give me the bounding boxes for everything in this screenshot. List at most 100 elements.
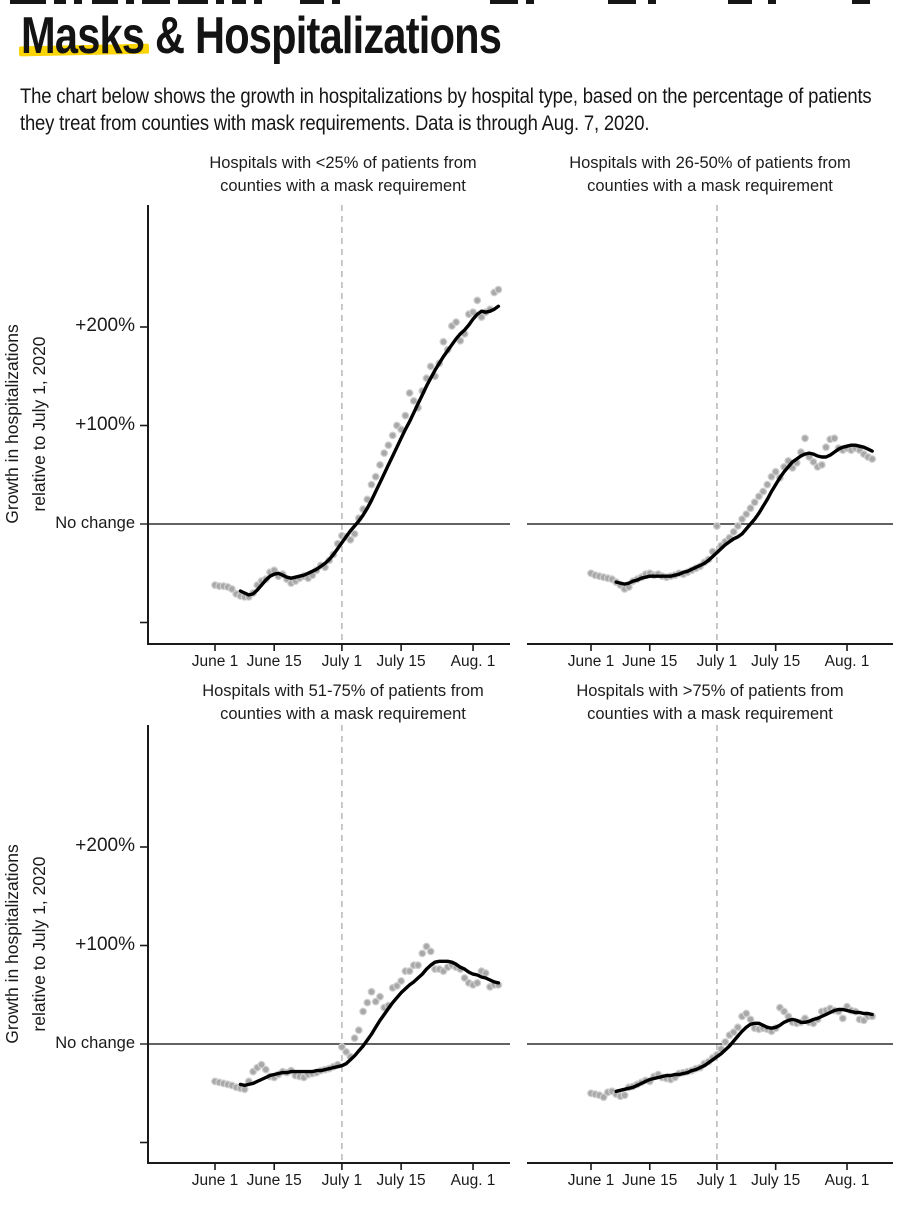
- cropped-glyph: [178, 0, 208, 4]
- scatter-point: [426, 947, 435, 956]
- scatter-point: [354, 1026, 363, 1035]
- scatter-point: [734, 522, 742, 530]
- scatter-point: [767, 472, 776, 481]
- scatter-point: [868, 455, 877, 463]
- x-tick-label: June 1: [567, 1172, 615, 1189]
- scatter-point: [473, 979, 482, 987]
- scatter-point: [261, 1065, 270, 1074]
- cropped-glyph: [74, 0, 82, 4]
- x-tick-label: Aug. 1: [450, 653, 496, 670]
- scatter-point: [721, 1038, 730, 1046]
- x-tick-label: June 1: [191, 1172, 239, 1189]
- panel-title: Hospitals with >75% of patients from coun…: [520, 680, 900, 726]
- panel-title: Hospitals with <25% of patients from coun…: [153, 152, 533, 198]
- scatter-point: [371, 472, 380, 481]
- x-tick-label: June 15: [622, 1172, 678, 1189]
- scatter-point: [481, 969, 490, 977]
- scatter-point: [830, 434, 839, 443]
- cropped-glyph: [254, 0, 262, 4]
- y-axis-title: Growth in hospitalizations relative to Ju…: [0, 804, 55, 1084]
- scatter-point: [376, 461, 384, 469]
- cropped-glyph: [92, 0, 118, 4]
- scatter-point: [713, 522, 721, 530]
- x-tick-label: Aug. 1: [824, 653, 870, 670]
- scatter-point: [729, 528, 738, 536]
- scatter-point: [422, 942, 431, 951]
- page-title: Masks & Hospitalizations: [21, 7, 502, 65]
- cropped-glyph: [332, 0, 340, 4]
- x-tick-label: July 1: [696, 1172, 738, 1189]
- scatter-point: [257, 1060, 266, 1069]
- x-tick-label: July 15: [376, 653, 426, 670]
- scatter-point: [405, 389, 414, 397]
- trend-line: [238, 959, 501, 1088]
- scatter-point: [359, 1007, 368, 1016]
- cropped-glyph: [10, 0, 46, 4]
- cropped-glyph: [54, 0, 66, 4]
- scatter-point: [397, 977, 406, 985]
- scatter-point: [477, 313, 486, 322]
- scatter-point: [367, 480, 376, 489]
- scatter-point: [801, 434, 809, 443]
- panel-title-line-1: Hospitals with 26-50% of patients from: [569, 154, 851, 172]
- panel-title-line-2: counties with a mask requirement: [587, 177, 833, 195]
- scatter-point: [405, 967, 414, 975]
- scatter-point: [227, 585, 236, 593]
- panel-title-line-2: counties with a mask requirement: [587, 705, 833, 723]
- x-tick-label: June 15: [246, 1172, 302, 1189]
- x-tick-label: Aug. 1: [450, 1172, 496, 1189]
- scatter-point: [350, 1034, 359, 1042]
- scatter-point: [426, 362, 435, 371]
- scatter-point: [380, 449, 389, 458]
- scatter-point: [473, 296, 482, 305]
- cropped-glyph: [648, 0, 656, 4]
- scatter-point: [771, 467, 780, 476]
- panel-title-line-2: counties with a mask requirement: [220, 177, 466, 195]
- scatter-point: [755, 492, 763, 501]
- y-tick-label: No change: [55, 1034, 135, 1052]
- panel-title-line-2: counties with a mask requirement: [220, 705, 466, 723]
- x-tick-label: June 1: [191, 653, 239, 670]
- scatter-point: [838, 1014, 847, 1023]
- scatter-point: [734, 1023, 742, 1032]
- scatter-point: [371, 997, 380, 1006]
- x-tick-label: June 1: [567, 653, 615, 670]
- y-axis-title-line-1: Growth in hospitalizations: [2, 324, 22, 524]
- cropped-glyph: [608, 0, 636, 4]
- scatter-point: [409, 397, 418, 405]
- x-tick-label: June 15: [246, 653, 302, 670]
- scatter-point: [346, 535, 355, 544]
- x-tick-label: July 1: [696, 653, 738, 670]
- scatter-point: [452, 318, 461, 327]
- panel-title-line-1: Hospitals with >75% of patients from: [576, 682, 844, 700]
- y-axis-title-line-1: Growth in hospitalizations: [2, 844, 22, 1044]
- y-tick-label: +100%: [75, 413, 135, 435]
- panel-title-line-1: Hospitals with <25% of patients from: [209, 154, 477, 172]
- y-axis-title-line-2: relative to July 1, 2020: [29, 856, 49, 1032]
- y-axis-title-line-2: relative to July 1, 2020: [29, 336, 49, 512]
- scatter-point: [367, 987, 376, 996]
- scatter-point: [363, 998, 372, 1007]
- cropped-glyph: [768, 0, 776, 4]
- scatter-point: [414, 961, 422, 970]
- cropped-glyph: [126, 0, 134, 4]
- y-axis-title: Growth in hospitalizations relative to Ju…: [0, 284, 55, 564]
- trend-line: [614, 1007, 874, 1094]
- y-tick-label: +100%: [75, 933, 135, 955]
- scatter-point: [393, 982, 401, 990]
- x-tick-label: Aug. 1: [824, 1172, 870, 1189]
- scatter-point: [780, 1007, 788, 1016]
- scatter-point: [350, 530, 359, 538]
- x-tick-label: July 1: [321, 1172, 363, 1189]
- scatter-point: [418, 949, 427, 958]
- cropped-glyph: [300, 0, 324, 4]
- cropped-glyph: [490, 0, 518, 4]
- scatter-point: [342, 1047, 351, 1056]
- panel-title: Hospitals with 51-75% of patients from co…: [153, 680, 533, 726]
- scatter-point: [338, 1043, 346, 1051]
- subtitle-line-1: The chart below shows the growth in hosp…: [20, 85, 872, 108]
- x-tick-label: July 15: [751, 1172, 801, 1189]
- cropped-glyph: [852, 0, 870, 4]
